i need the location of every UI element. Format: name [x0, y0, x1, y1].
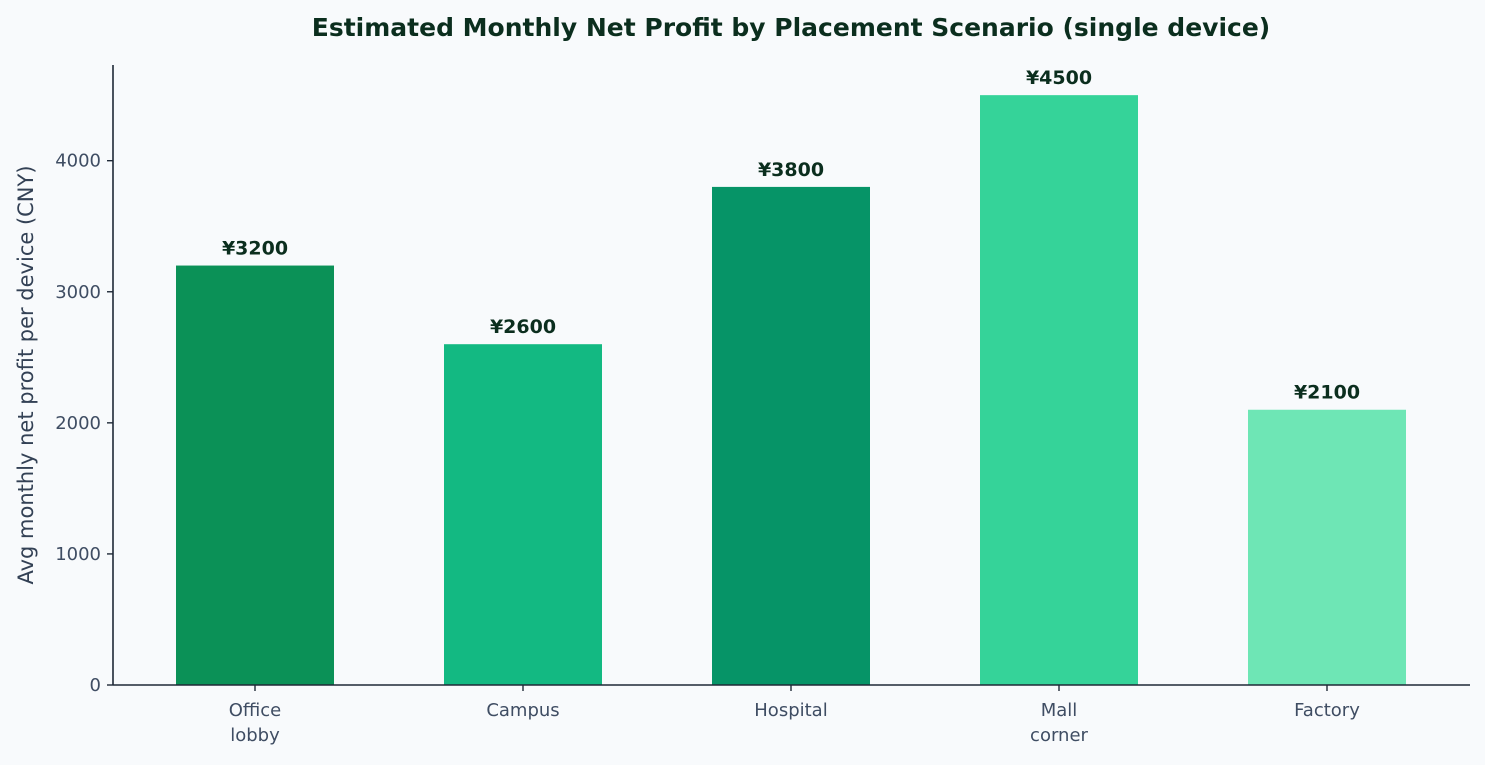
- bar-value-label: ¥2100: [1294, 382, 1360, 404]
- y-tick-label: 3000: [55, 282, 101, 303]
- y-axis-label: Avg monthly net profit per device (CNY): [14, 165, 38, 584]
- bar: [712, 186, 870, 685]
- x-tick-label: Hospital: [754, 700, 827, 721]
- y-tick-label: 1000: [55, 544, 101, 565]
- bar: [980, 95, 1138, 685]
- x-tick-label: Office lobby: [229, 700, 282, 746]
- y-tick-label: 2000: [55, 413, 101, 434]
- y-tick-label: 4000: [55, 151, 101, 172]
- bar: [1248, 409, 1406, 685]
- bar: [176, 265, 334, 685]
- plot-area: ¥3200 Office lobby ¥2600 Campus ¥3800 Hospital…: [55, 65, 1470, 746]
- bar: [444, 344, 602, 685]
- bar-value-label: ¥2600: [490, 316, 556, 338]
- x-tick-label: Factory: [1294, 700, 1360, 721]
- x-tick-label: Campus: [486, 700, 559, 721]
- bar-value-label: ¥4500: [1026, 67, 1092, 89]
- y-tick-label: 0: [90, 675, 101, 696]
- bar-value-label: ¥3200: [222, 238, 288, 260]
- x-tick-label: Mall corner: [1030, 700, 1088, 746]
- bar-value-label: ¥3800: [758, 159, 824, 181]
- chart-title: Estimated Monthly Net Profit by Placemen…: [312, 13, 1270, 42]
